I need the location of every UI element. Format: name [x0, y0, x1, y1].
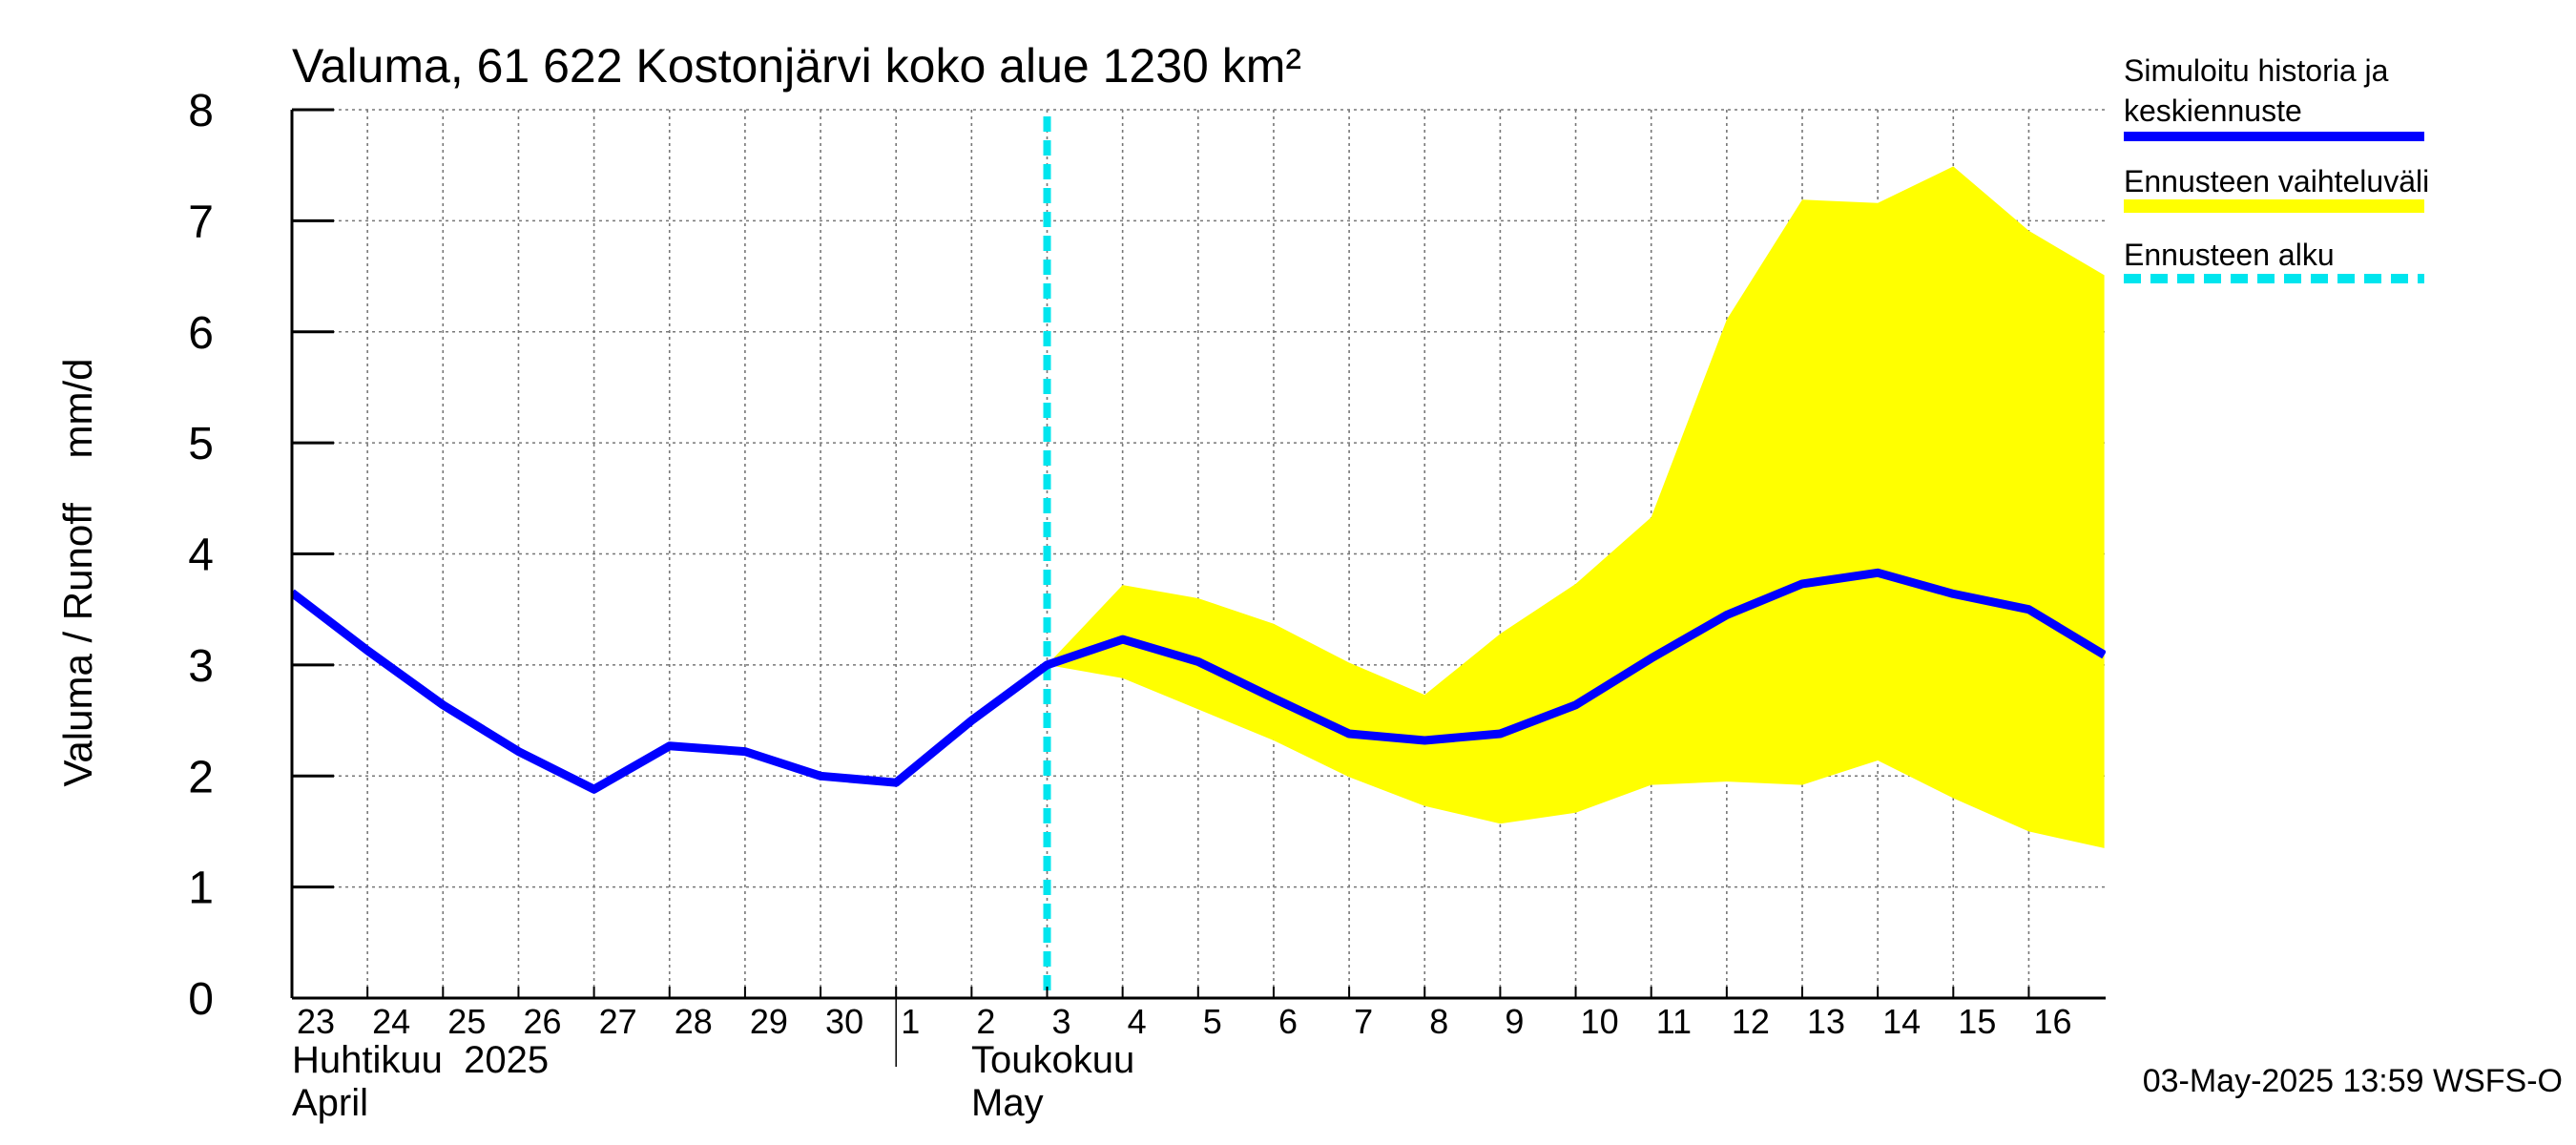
forecast-range-layer	[1047, 166, 2105, 848]
y-tick-label: 2	[188, 752, 214, 802]
month-label-may-fi: Toukokuu	[971, 1039, 1134, 1081]
y-tick-label: 1	[188, 864, 214, 914]
y-axis-ticks: 0 1 2 3 4 5 6 7 8	[188, 86, 334, 1025]
y-tick-label: 6	[188, 308, 214, 359]
x-tick-label: 9	[1505, 1002, 1524, 1041]
x-tick-label: 5	[1203, 1002, 1222, 1041]
y-tick-label: 8	[188, 86, 214, 136]
y-tick-label: 5	[188, 419, 214, 469]
x-tick-label: 4	[1128, 1002, 1147, 1041]
legend: Simuloitu historia ja keskiennuste Ennus…	[2124, 53, 2429, 283]
x-tick-label: 15	[1958, 1002, 1996, 1041]
series-line-history	[292, 568, 2106, 794]
legend-label-history-line2: keskiennuste	[2124, 94, 2302, 128]
footer-timestamp: 03-May-2025 13:59 WSFS-O	[2143, 1063, 2563, 1099]
chart-title: Valuma, 61 622 Kostonjärvi koko alue 123…	[292, 39, 1301, 93]
month-label-may-en: May	[971, 1082, 1044, 1124]
month-label-april-fi: Huhtikuu 2025	[292, 1039, 549, 1081]
x-tick-label: 24	[372, 1002, 410, 1041]
x-tick-label: 7	[1354, 1002, 1373, 1041]
legend-label-history-line1: Simuloitu historia ja	[2124, 53, 2389, 88]
x-tick-label: 27	[599, 1002, 637, 1041]
legend-label-forecast-start: Ennusteen alku	[2124, 238, 2335, 272]
series-line-layer	[292, 116, 2106, 998]
x-tick-label: 10	[1581, 1002, 1619, 1041]
x-tick-label: 23	[297, 1002, 335, 1041]
x-tick-label: 26	[523, 1002, 561, 1041]
x-tick-label: 14	[1882, 1002, 1921, 1041]
x-tick-label: 12	[1732, 1002, 1770, 1041]
forecast-range-band	[1047, 166, 2105, 848]
month-labels: Huhtikuu 2025 April Toukokuu May	[292, 1039, 1134, 1124]
x-tick-label: 3	[1052, 1002, 1071, 1041]
legend-label-range: Ennusteen vaihteluväli	[2124, 164, 2429, 198]
x-tick-label: 13	[1807, 1002, 1845, 1041]
x-tick-label: 1	[901, 1002, 920, 1041]
y-axis-label: Valuma / Runoff mm/d	[55, 359, 100, 787]
x-tick-label: 29	[750, 1002, 788, 1041]
x-tick-label: 16	[2033, 1002, 2071, 1041]
x-axis-ticks: 23 24 25 26 27 28 29 30 1 2 3 4 5 6 7 8 9 10 11 12 13 14 15 16	[291, 987, 2071, 1067]
x-tick-label: 6	[1278, 1002, 1298, 1041]
month-label-april-en: April	[292, 1082, 368, 1124]
x-tick-label: 8	[1429, 1002, 1448, 1041]
x-tick-label: 2	[976, 1002, 995, 1041]
x-tick-label: 25	[447, 1002, 486, 1041]
x-tick-label: 30	[825, 1002, 863, 1041]
x-tick-label: 11	[1656, 1002, 1692, 1041]
y-tick-label: 4	[188, 531, 214, 581]
y-tick-label: 0	[188, 974, 214, 1025]
x-tick-label: 28	[675, 1002, 713, 1041]
y-tick-label: 7	[188, 197, 214, 247]
y-tick-label: 3	[188, 641, 214, 692]
